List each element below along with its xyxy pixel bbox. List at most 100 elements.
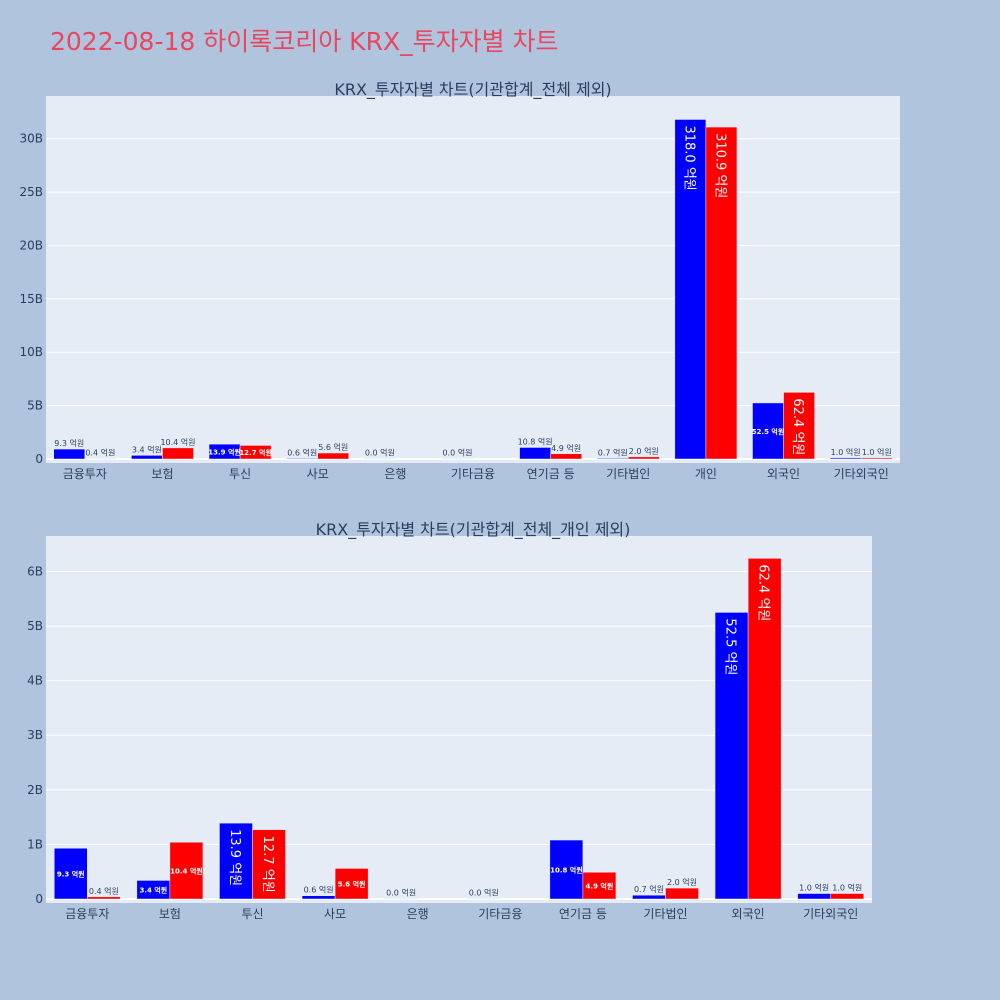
bar — [747, 558, 782, 900]
bar — [384, 898, 418, 900]
data-label: 0.0 억원 — [386, 888, 416, 898]
x-tick-label: 연기금 등 — [559, 907, 607, 921]
bar — [162, 447, 194, 460]
bar — [550, 453, 582, 460]
bar — [53, 448, 86, 460]
x-tick-label: 개인 — [695, 467, 717, 481]
bar — [860, 457, 893, 460]
bar — [549, 839, 584, 900]
bar — [317, 452, 350, 460]
bar — [783, 392, 815, 460]
x-tick-label: 투신 — [241, 907, 263, 921]
data-label: 12.7 억원 — [239, 448, 272, 457]
data-label: 10.4 억원 — [160, 437, 195, 447]
chart-institution-excluded: KRX_투자자별 차트(기관합계_전체 제외) 9.3 억원0.4 억원 3.4 … — [19, 80, 900, 481]
data-label: 13.9 억원 — [227, 829, 242, 886]
bar — [239, 445, 272, 460]
bar — [674, 119, 707, 460]
bar — [131, 455, 163, 460]
data-label: 10.4 억원 — [170, 867, 203, 876]
y-tick-label: 20B — [19, 238, 43, 252]
bar — [797, 893, 831, 900]
data-label: 10.8 억원 — [550, 866, 583, 875]
x-tick-label: 은행 — [384, 466, 406, 481]
bar — [54, 847, 88, 900]
data-label: 52.5 억원 — [752, 427, 785, 436]
data-label: 62.4 억원 — [790, 398, 805, 455]
y-tick-label: 10B — [19, 345, 43, 359]
data-label: 10.8 억원 — [518, 436, 553, 446]
y-tick-label: 2B — [27, 783, 43, 797]
x-tick-label: 기타외국인 — [834, 467, 889, 481]
data-label: 3.4 억원 — [140, 886, 168, 895]
bar — [286, 458, 318, 460]
y-tick-label: 0 — [35, 892, 43, 906]
data-label: 9.3 억원 — [57, 870, 85, 879]
x-tick-label: 기타외국인 — [803, 907, 858, 921]
x-tick-label: 기타금융 — [478, 907, 522, 921]
data-label: 1.0 억원 — [832, 883, 862, 893]
x-tick-label: 사모 — [307, 467, 329, 481]
data-label: 0.7 억원 — [634, 884, 664, 894]
x-tick-label: 금융투자 — [65, 907, 109, 921]
bar — [441, 458, 474, 460]
plot-background — [46, 96, 900, 463]
data-label: 0.0 억원 — [365, 448, 395, 458]
data-label: 2.0 억원 — [629, 446, 659, 456]
bar — [301, 895, 336, 900]
x-tick-label: 외국인 — [767, 467, 800, 481]
y-tick-label: 4B — [27, 674, 43, 688]
bar — [632, 894, 666, 900]
bar — [169, 841, 204, 900]
x-tick-label: 연기금 등 — [527, 467, 575, 481]
bar — [252, 829, 286, 900]
bar — [519, 447, 551, 460]
y-tick-label: 6B — [27, 564, 43, 578]
bar — [467, 898, 501, 900]
data-label: 12.7 억원 — [260, 836, 275, 893]
x-tick-label: 기타법인 — [606, 467, 650, 481]
data-label: 52.5 억원 — [723, 618, 738, 675]
y-tick-label: 15B — [19, 292, 43, 306]
x-tick-label: 사모 — [324, 907, 346, 921]
data-label: 1.0 억원 — [831, 447, 861, 457]
data-label: 62.4 억원 — [756, 564, 771, 621]
data-label: 310.9 억원 — [712, 133, 727, 198]
bar — [87, 896, 121, 900]
bar — [219, 822, 253, 900]
y-tick-label: 5B — [27, 399, 43, 413]
x-tick-label: 보험 — [159, 907, 181, 921]
chart-institution-individual-excluded: KRX_투자자별 차트(기관합계_전체_개인 제외) 9.3 억원 0.4 억원 3… — [27, 520, 872, 921]
data-label: 4.9 억원 — [551, 443, 581, 453]
chart-title: KRX_투자자별 차트(기관합계_전체_개인 제외) — [316, 520, 631, 540]
x-tick-label: 외국인 — [732, 907, 765, 921]
bar — [665, 887, 699, 900]
data-label: 13.9 억원 — [208, 448, 241, 457]
bar — [829, 457, 862, 460]
bar — [364, 458, 396, 460]
bar — [705, 126, 738, 460]
y-tick-label: 1B — [27, 837, 43, 851]
bar — [596, 458, 629, 460]
bar — [752, 402, 784, 460]
data-label: 3.4 억원 — [132, 444, 162, 454]
x-tick-label: 투신 — [229, 467, 251, 481]
y-tick-label: 25B — [19, 185, 43, 199]
data-label: 1.0 억원 — [799, 883, 829, 893]
y-tick-label: 0 — [35, 452, 43, 466]
data-label: 4.9 억원 — [586, 882, 614, 891]
x-tick-label: 기타법인 — [643, 907, 687, 921]
data-label: 0.0 억원 — [469, 888, 499, 898]
y-tick-label: 3B — [27, 728, 43, 742]
x-tick-label: 보험 — [151, 467, 173, 481]
x-tick-label: 은행 — [407, 906, 429, 921]
y-tick-label: 30B — [19, 132, 43, 146]
data-label: 318.0 억원 — [681, 125, 696, 190]
page-title: 2022-08-18 하이록코리아 KRX_투자자별 차트 — [50, 27, 559, 56]
bar — [582, 872, 617, 900]
data-label: 1.0 억원 — [862, 447, 892, 457]
data-label: 0.4 억원 — [89, 886, 119, 896]
x-tick-label: 금융투자 — [63, 467, 107, 481]
data-label: 2.0 억원 — [667, 877, 697, 887]
